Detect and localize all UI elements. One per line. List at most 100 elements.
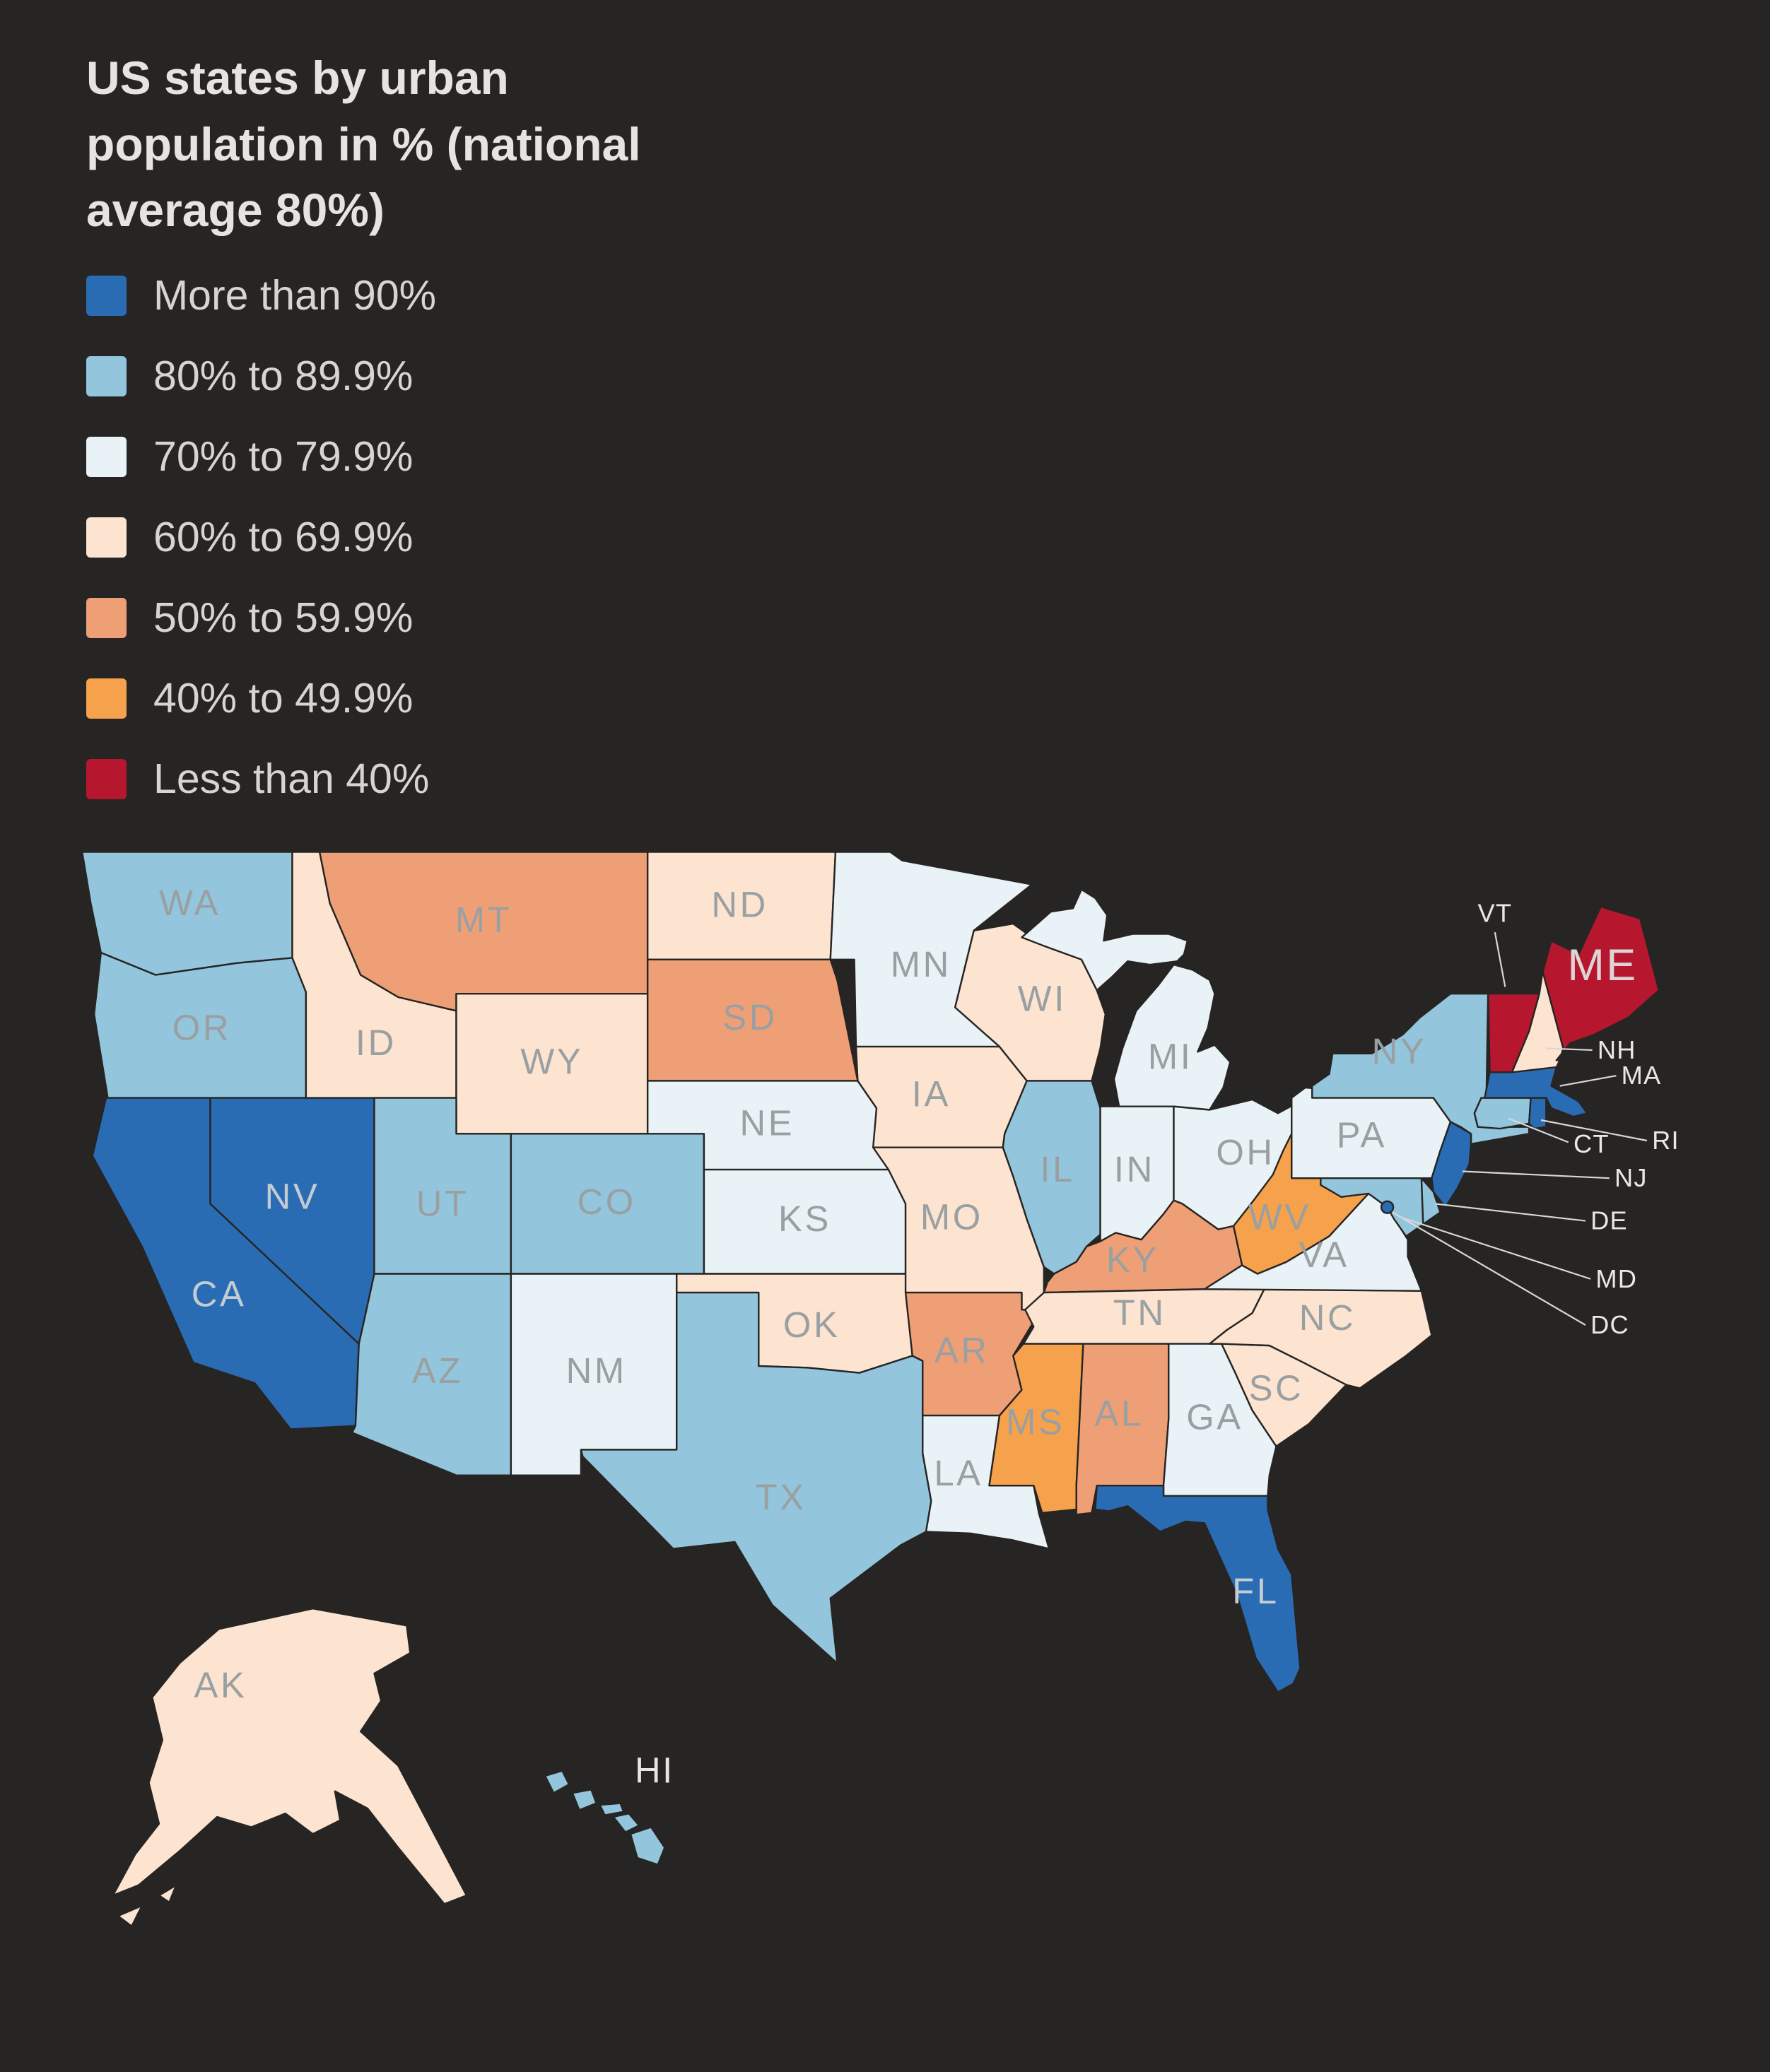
legend-label: 60% to 69.9%	[153, 514, 414, 560]
state-nj[interactable]	[1431, 1121, 1472, 1208]
state-label-ne: NE	[739, 1103, 795, 1143]
legend-label: More than 90%	[153, 272, 437, 319]
state-label-ga: GA	[1186, 1396, 1243, 1437]
legend-swatch	[86, 758, 127, 799]
legend-swatch	[86, 275, 127, 316]
leader-line-de	[1435, 1203, 1586, 1222]
state-me[interactable]	[1542, 905, 1660, 1061]
state-label-nd: ND	[711, 884, 768, 924]
state-wi[interactable]	[954, 922, 1107, 1082]
state-label-ks: KS	[778, 1199, 831, 1239]
state-label-wy: WY	[520, 1042, 583, 1082]
state-label-az: AZ	[412, 1350, 463, 1391]
legend-label: Less than 40%	[153, 755, 430, 802]
leader-line-ma	[1559, 1075, 1617, 1087]
state-label-ut: UT	[416, 1183, 469, 1223]
state-label-mn: MN	[891, 944, 951, 984]
legend-row: 60% to 69.9%	[86, 513, 436, 561]
legend-row: 50% to 59.9%	[86, 594, 436, 642]
state-sd[interactable]	[646, 958, 859, 1082]
state-ri[interactable]	[1528, 1097, 1547, 1130]
state-tx[interactable]	[580, 1291, 932, 1664]
legend-label: 40% to 49.9%	[153, 675, 414, 722]
state-nc[interactable]	[1209, 1288, 1433, 1389]
state-label-ak: AK	[194, 1665, 247, 1705]
legend-swatch	[86, 355, 127, 396]
state-label-co: CO	[577, 1182, 635, 1222]
state-de[interactable]	[1420, 1177, 1441, 1225]
state-label-nm: NM	[566, 1350, 627, 1391]
chart-title: US states by urban population in % (nati…	[86, 52, 641, 237]
state-label-in: IN	[1114, 1149, 1155, 1189]
state-label-wa: WA	[159, 883, 221, 923]
legend-row: More than 90%	[86, 271, 436, 319]
legend-row: Less than 40%	[86, 755, 436, 803]
state-label-tn: TN	[1113, 1293, 1166, 1333]
state-label-ok: OK	[783, 1305, 840, 1345]
legend-row: 80% to 89.9%	[86, 352, 436, 400]
state-label-ia: IA	[912, 1074, 951, 1114]
state-label-wi: WI	[1018, 978, 1067, 1018]
legend-swatch	[86, 678, 127, 719]
state-label-md: MD	[1595, 1264, 1637, 1293]
leader-line-md	[1400, 1216, 1591, 1280]
state-label-dc: DC	[1590, 1310, 1629, 1339]
state-label-oh: OH	[1216, 1132, 1274, 1172]
leader-line-dc	[1392, 1211, 1586, 1326]
state-label-al: AL	[1095, 1394, 1144, 1434]
leader-line-ct	[1508, 1117, 1569, 1143]
state-label-or: OR	[172, 1007, 231, 1047]
leader-line-nh	[1546, 1047, 1593, 1052]
state-label-nc: NC	[1299, 1297, 1356, 1338]
state-label-id: ID	[356, 1023, 397, 1063]
state-label-tx: TX	[756, 1477, 807, 1517]
legend-label: 50% to 59.9%	[153, 594, 414, 641]
state-label-vt: VT	[1477, 899, 1512, 928]
state-fl[interactable]	[1094, 1484, 1301, 1693]
legend: More than 90% 80% to 89.9% 70% to 79.9% 60%…	[86, 271, 436, 835]
state-label-nv: NV	[265, 1177, 320, 1217]
state-label-la: LA	[934, 1453, 983, 1493]
state-label-pa: PA	[1337, 1115, 1387, 1155]
state-ma[interactable]	[1484, 1066, 1588, 1118]
state-hi[interactable]	[544, 1770, 666, 1866]
state-label-nj: NJ	[1614, 1163, 1648, 1192]
state-label-ar: AR	[934, 1330, 990, 1370]
state-label-mt: MT	[455, 900, 512, 940]
state-label-ky: KY	[1106, 1240, 1159, 1280]
state-label-mi: MI	[1148, 1037, 1193, 1077]
legend-swatch	[86, 436, 127, 477]
state-label-va: VA	[1299, 1235, 1349, 1275]
state-label-fl: FL	[1232, 1571, 1279, 1611]
state-label-ma: MA	[1622, 1061, 1662, 1090]
state-label-nh: NH	[1598, 1035, 1636, 1064]
state-label-ri: RI	[1652, 1126, 1680, 1155]
state-ak[interactable]	[112, 1607, 468, 1927]
legend-row: 40% to 49.9%	[86, 674, 436, 722]
state-label-me: ME	[1568, 941, 1638, 990]
state-mi[interactable]	[1021, 888, 1231, 1111]
state-label-wv: WV	[1248, 1197, 1311, 1237]
state-label-ca: CA	[192, 1273, 247, 1314]
states-layer	[81, 851, 1660, 1927]
state-label-il: IL	[1040, 1149, 1075, 1189]
leader-line-vt	[1494, 931, 1506, 987]
state-label-mo: MO	[920, 1197, 983, 1237]
state-label-sd: SD	[722, 997, 778, 1037]
legend-swatch	[86, 597, 127, 638]
state-label-ct: CT	[1573, 1129, 1610, 1158]
leader-line-ri	[1540, 1119, 1648, 1142]
legend-label: 80% to 89.9%	[153, 353, 414, 399]
state-dc[interactable]	[1380, 1200, 1395, 1214]
state-label-de: DE	[1590, 1206, 1628, 1235]
state-label-ny: NY	[1372, 1031, 1427, 1071]
legend-row: 70% to 79.9%	[86, 432, 436, 481]
leader-lines-layer	[1392, 931, 1648, 1326]
us-map: WA OR CA NV ID MT WY UT CO AZ NM ND SD N…	[81, 851, 1680, 1927]
state-label-ms: MS	[1006, 1402, 1065, 1442]
leader-line-nj	[1462, 1170, 1610, 1179]
legend-swatch	[86, 517, 127, 558]
labels-layer: WA OR CA NV ID MT WY UT CO AZ NM ND SD N…	[159, 883, 1680, 1791]
legend-label: 70% to 79.9%	[153, 433, 414, 480]
state-label-sc: SC	[1249, 1367, 1304, 1408]
